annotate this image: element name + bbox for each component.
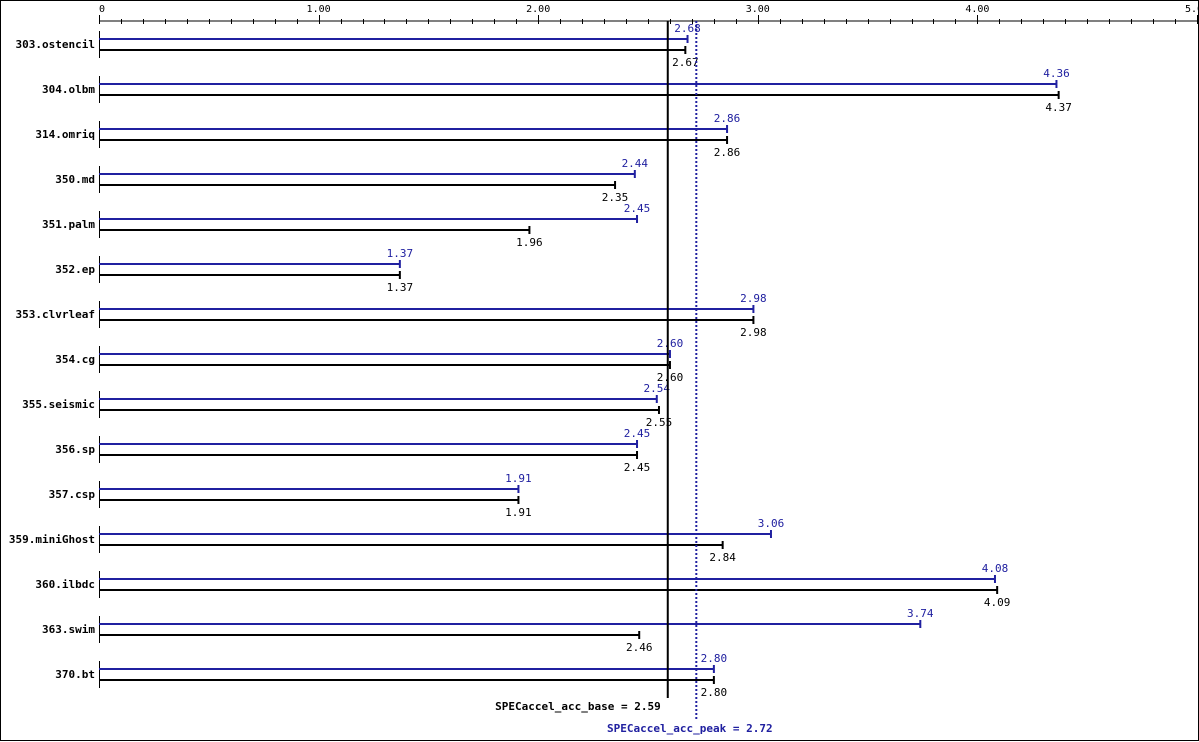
- category-label: 356.sp: [55, 443, 95, 456]
- peak-value-label: 3.06: [758, 517, 785, 530]
- peak-value-label: 2.80: [701, 652, 728, 665]
- base-value-label: 2.98: [740, 326, 767, 339]
- category-label: 355.seismic: [22, 398, 95, 411]
- base-value-label: 1.96: [516, 236, 543, 249]
- peak-value-label: 2.98: [740, 292, 767, 305]
- category-label: 314.omriq: [35, 128, 95, 141]
- base-value-label: 2.46: [626, 641, 653, 654]
- peak-value-label: 2.86: [714, 112, 741, 125]
- base-value-label: 4.37: [1045, 101, 1072, 114]
- peak-value-label: 4.36: [1043, 67, 1070, 80]
- peak-value-label: 2.60: [657, 337, 684, 350]
- base-value-label: 2.80: [701, 686, 728, 699]
- category-label: 363.swim: [42, 623, 95, 636]
- peak-value-label: 2.44: [622, 157, 649, 170]
- base-summary-label: SPECaccel_acc_base = 2.59: [495, 700, 661, 713]
- peak-value-label: 1.91: [505, 472, 532, 485]
- category-label: 357.csp: [49, 488, 96, 501]
- category-label: 351.palm: [42, 218, 95, 231]
- tick-label: 1.00: [307, 4, 331, 15]
- peak-summary-label: SPECaccel_acc_peak = 2.72: [607, 722, 773, 735]
- tick-label: 5.00: [1185, 4, 1199, 15]
- tick-label: 2.00: [526, 4, 550, 15]
- base-value-label: 2.86: [714, 146, 741, 159]
- category-label: 370.bt: [55, 668, 95, 681]
- peak-value-label: 3.74: [907, 607, 934, 620]
- category-label: 359.miniGhost: [9, 533, 95, 546]
- category-label: 353.clvrleaf: [16, 308, 95, 321]
- tick-label: 4.00: [965, 4, 989, 15]
- peak-value-label: 2.54: [644, 382, 671, 395]
- base-value-label: 2.60: [657, 371, 684, 384]
- base-value-label: 1.37: [387, 281, 414, 294]
- base-value-label: 2.55: [646, 416, 673, 429]
- category-label: 350.md: [55, 173, 95, 186]
- tick-label: 0: [99, 4, 105, 15]
- category-label: 304.olbm: [42, 83, 95, 96]
- base-value-label: 2.35: [602, 191, 629, 204]
- category-label: 354.cg: [55, 353, 95, 366]
- tick-label: 3.00: [746, 4, 770, 15]
- peak-value-label: 2.45: [624, 427, 651, 440]
- base-value-label: 1.91: [505, 506, 532, 519]
- base-value-label: 4.09: [984, 596, 1011, 609]
- category-label: 360.ilbdc: [35, 578, 95, 591]
- base-value-label: 2.67: [672, 56, 699, 69]
- category-label: 303.ostencil: [16, 38, 95, 51]
- peak-value-label: 4.08: [982, 562, 1009, 575]
- category-label: 352.ep: [55, 263, 95, 276]
- base-value-label: 2.45: [624, 461, 651, 474]
- peak-value-label: 2.45: [624, 202, 651, 215]
- peak-value-label: 2.68: [674, 22, 701, 35]
- base-value-label: 2.84: [709, 551, 736, 564]
- peak-value-label: 1.37: [387, 247, 414, 260]
